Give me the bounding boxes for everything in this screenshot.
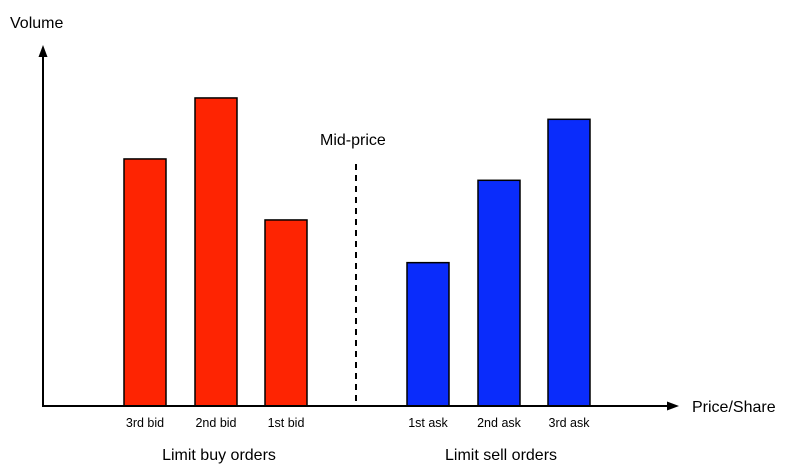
group-labels: Limit buy orders Limit sell orders <box>162 447 557 464</box>
bar-1st-bid <box>264 219 308 407</box>
bar-3rd-ask <box>547 118 591 407</box>
tick-labels: 3rd bid 2nd bid 1st bid 1st ask 2nd ask 3rd a… <box>126 416 590 430</box>
bar-2nd-ask <box>477 179 521 407</box>
tick-label-2nd-ask: 2nd ask <box>477 416 522 430</box>
x-axis-label: Price/Share <box>692 399 776 416</box>
x-axis-arrow <box>667 401 679 411</box>
group-label-limit-buy-orders: Limit buy orders <box>162 447 276 464</box>
y-axis-label: Volume <box>10 15 63 32</box>
y-axis-arrow <box>38 45 48 57</box>
bars-layer <box>123 97 591 407</box>
bar-3rd-bid <box>123 158 167 407</box>
tick-label-2nd-bid: 2nd bid <box>195 416 236 430</box>
tick-label-1st-ask: 1st ask <box>408 416 448 430</box>
tick-label-1st-bid: 1st bid <box>268 416 305 430</box>
tick-label-3rd-ask: 3rd ask <box>549 416 591 430</box>
group-label-limit-sell-orders: Limit sell orders <box>445 447 557 464</box>
bar-2nd-bid <box>194 97 238 407</box>
tick-label-3rd-bid: 3rd bid <box>126 416 164 430</box>
bar-1st-ask <box>406 261 450 407</box>
mid-price-label: Mid-price <box>320 132 386 149</box>
